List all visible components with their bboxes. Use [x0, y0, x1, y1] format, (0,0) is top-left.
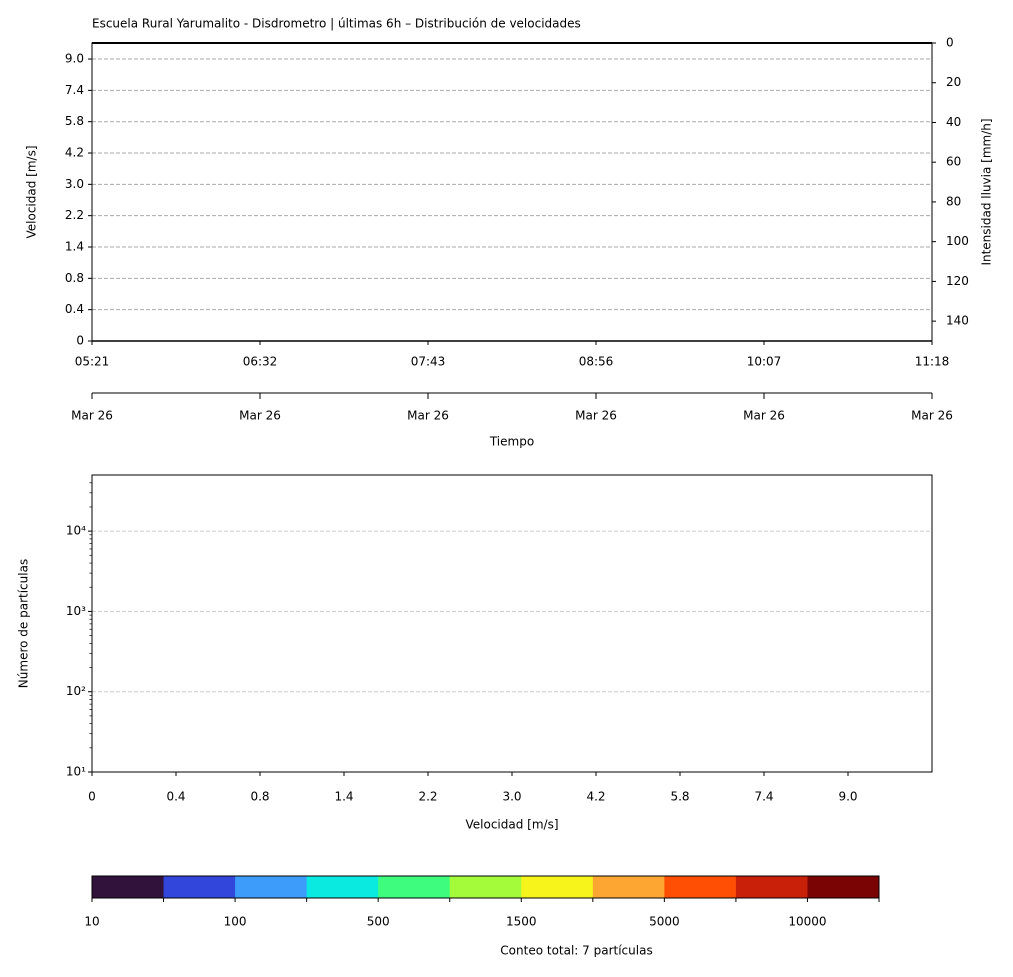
plot-frame: [91, 474, 933, 773]
colorbar-segment: [163, 876, 236, 898]
x-tick-label: 11:18: [915, 355, 950, 369]
x-axis-label: Tiempo: [489, 435, 534, 449]
x-tick-label: 05:21: [75, 355, 110, 369]
y2-tick-label: 80: [946, 194, 961, 208]
y-tick-label: 10¹: [66, 765, 86, 779]
y-tick-label: 10²: [66, 684, 86, 698]
colorbar-tick-label: 5000: [649, 915, 680, 929]
x2-tick-label: Mar 26: [743, 409, 785, 423]
y-tick-label: 0.8: [65, 271, 84, 285]
x2-tick-label: Mar 26: [239, 409, 281, 423]
y2-tick-label: 120: [946, 274, 969, 288]
colorbar-segment: [92, 876, 165, 898]
y2-tick-label: 40: [946, 115, 961, 129]
colorbar-tick-label: 1500: [506, 915, 537, 929]
x-tick-label: 1.4: [334, 790, 353, 804]
y-tick-label: 1.4: [65, 240, 84, 254]
y-tick-label: 0.4: [65, 302, 84, 316]
x-tick-label: 0.8: [250, 790, 269, 804]
colorbar-segment: [664, 876, 737, 898]
colorbar-tick-label: 100: [224, 915, 247, 929]
colorbar-segment: [449, 876, 522, 898]
colorbar-tick-label: 10: [84, 915, 99, 929]
plot-frame: [91, 42, 933, 342]
y-tick-label: 10³: [66, 604, 86, 618]
x-tick-label: 06:32: [243, 355, 278, 369]
y-tick-label: 3.0: [65, 177, 84, 191]
colorbar-segment: [735, 876, 808, 898]
y-tick-label: 7.4: [65, 83, 84, 97]
y-tick-label: 10⁴: [66, 524, 86, 538]
x-tick-label: 10:07: [747, 355, 782, 369]
colorbar-segment: [807, 876, 880, 898]
x2-tick-label: Mar 26: [575, 409, 617, 423]
colorbar-tick-label: 500: [367, 915, 390, 929]
x-tick-label: 2.2: [418, 790, 437, 804]
y-tick-label: 2.2: [65, 208, 84, 222]
x-tick-label: 4.2: [586, 790, 605, 804]
colorbar-frame: [91, 875, 880, 899]
x-tick-label: 5.8: [670, 790, 689, 804]
y2-tick-label: 0: [946, 36, 954, 50]
y-tick-label: 0: [76, 334, 84, 348]
x-axis-label: Velocidad [m/s]: [465, 818, 558, 832]
x2-tick-label: Mar 26: [407, 409, 449, 423]
x-tick-label: 7.4: [754, 790, 773, 804]
y2-tick-label: 20: [946, 75, 961, 89]
colorbar-segment: [378, 876, 451, 898]
x2-tick-label: Mar 26: [71, 409, 113, 423]
x-tick-label: 08:56: [579, 355, 614, 369]
y-tick-label: 5.8: [65, 114, 84, 128]
colorbar-label: Conteo total: 7 partículas: [500, 944, 652, 958]
x-tick-label: 0: [88, 790, 96, 804]
colorbar-segment: [235, 876, 308, 898]
y2-tick-label: 100: [946, 234, 969, 248]
x2-tick-label: Mar 26: [911, 409, 953, 423]
colorbar-segment: [306, 876, 379, 898]
x-tick-label: 07:43: [411, 355, 446, 369]
x-tick-label: 0.4: [166, 790, 185, 804]
y-tick-label: 9.0: [65, 52, 84, 66]
y2-tick-label: 60: [946, 155, 961, 169]
y2-tick-label: 140: [946, 314, 969, 328]
x-tick-label: 9.0: [838, 790, 857, 804]
x-tick-label: 3.0: [502, 790, 521, 804]
chart-title: Escuela Rural Yarumalito - Disdrometro |…: [92, 17, 581, 31]
y2-axis-label: Intensidad lluvia [mm/h]: [980, 118, 994, 265]
y-tick-label: 4.2: [65, 146, 84, 160]
colorbar-segment: [521, 876, 594, 898]
y-axis-label: Velocidad [m/s]: [25, 145, 39, 238]
colorbar-tick-label: 10000: [788, 915, 826, 929]
y-axis-label: Número de partículas: [17, 559, 31, 688]
colorbar-segment: [592, 876, 665, 898]
